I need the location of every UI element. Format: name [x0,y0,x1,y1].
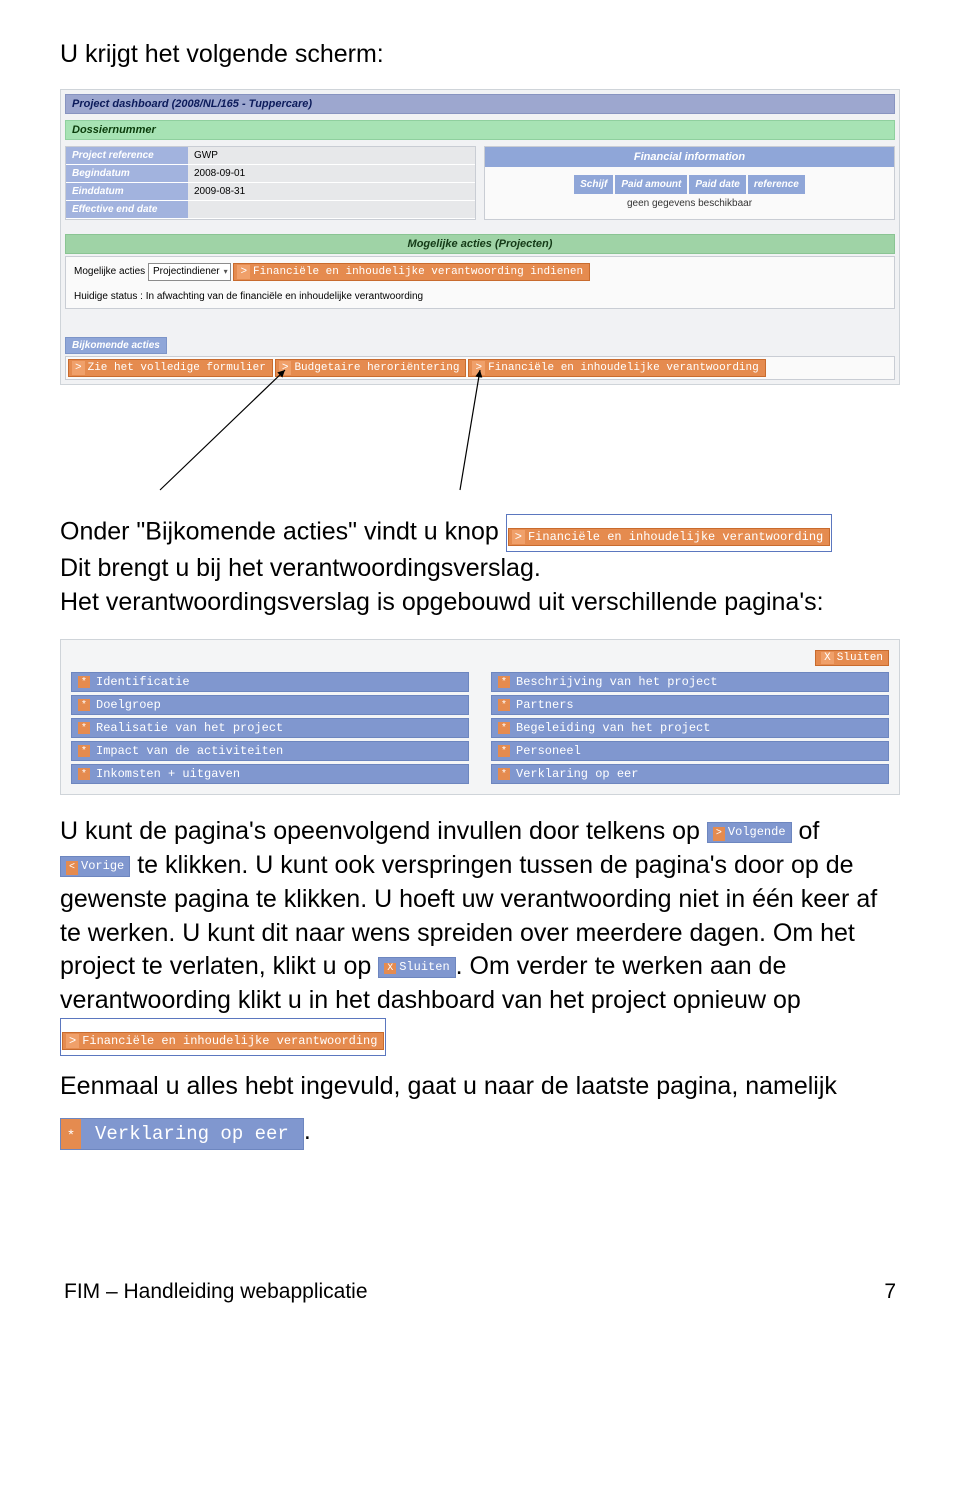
vorige-button[interactable]: <Vorige [60,856,130,877]
page-heading: U krijgt het volgende scherm: [60,40,900,69]
btn-label: Verklaring op eer [81,1119,303,1149]
btn-label: Volgende [728,825,786,839]
volgende-button[interactable]: >Volgende [707,822,792,843]
fin-col: Paid date [689,175,745,194]
fin-col: reference [748,175,805,194]
page-link[interactable]: * Begeleiding van het project [491,718,889,738]
text: Dit brengt u bij het verantwoordingsvers… [60,554,541,582]
submit-verantwoording-label: Financiële en inhoudelijke verantwoordin… [253,266,583,278]
star-icon: * [78,745,90,757]
page-link-label: Partners [516,698,574,712]
btn-label: Financiële en inhoudelijke verantwoordin… [528,530,823,544]
period: . [304,1117,311,1145]
pages-screenshot: XSluiten * Identificatie * Beschrijving va… [60,639,900,795]
kv-label: Project reference [66,147,188,165]
page-link-label: Identificatie [96,675,190,689]
status-text: Huidige status : In afwachting van de fi… [74,291,886,302]
star-icon: * [78,768,90,780]
star-icon: * [498,768,510,780]
page-link[interactable]: * Partners [491,695,889,715]
submit-verantwoording-button[interactable]: >Financiële en inhoudelijke verantwoordi… [233,263,590,281]
text: U kunt de pagina's opeenvolgend invullen… [60,817,707,845]
btn-label: Sluiten [399,960,449,974]
btn-label: Financiële en inhoudelijke verantwoordin… [82,1034,377,1048]
footer-page-number: 7 [884,1280,896,1304]
paragraph-1: Onder "Bijkomende acties" vindt u knop >… [60,514,900,619]
paragraph-2: U kunt de pagina's opeenvolgend invullen… [60,815,900,1055]
kv-label: Begindatum [66,165,188,183]
page-link-label: Begeleiding van het project [516,721,710,735]
star-icon: * [498,745,510,757]
dashboard-titlebar: Project dashboard (2008/NL/165 - Tupperc… [65,94,895,114]
text: of [798,817,819,845]
page-link[interactable]: * Inkomsten + uitgaven [71,764,469,784]
page-link-label: Personeel [516,744,581,758]
page-link-label: Doelgroep [96,698,161,712]
page-link[interactable]: * Personeel [491,741,889,761]
star-icon: * [498,699,510,711]
financial-title: Financial information [485,147,894,167]
page-link-label: Beschrijving van het project [516,675,718,689]
project-info-panel: Project referenceGWP Begindatum2008-09-0… [65,146,476,220]
inline-verantwoording-button[interactable]: >Financiële en inhoudelijke verantwoordi… [60,1018,386,1056]
kv-value: 2008-09-01 [188,165,475,183]
star-icon: * [61,1119,81,1149]
star-icon: * [78,676,90,688]
inline-verantwoording-button[interactable]: >Financiële en inhoudelijke verantwoordi… [506,514,832,552]
annotation-arrows [60,390,900,500]
star-icon: * [78,722,90,734]
text: Onder "Bijkomende acties" vindt u knop [60,517,499,545]
financial-panel: Financial information Schijf Paid amount… [484,146,895,220]
dossier-bar: Dossiernummer [65,120,895,140]
financial-empty: geen gegevens beschikbaar [485,194,894,213]
page-link[interactable]: * Impact van de activiteiten [71,741,469,761]
fin-col: Paid amount [615,175,687,194]
text: Het verantwoordingsverslag is opgebouwd … [60,588,824,616]
page-link-label: Impact van de activiteiten [96,744,283,758]
page-link[interactable]: * Realisatie van het project [71,718,469,738]
page-footer: FIM – Handleiding webapplicatie 7 [60,1280,900,1304]
page-link[interactable]: * Doelgroep [71,695,469,715]
kv-value [188,201,475,219]
verklaring-op-eer-button[interactable]: * Verklaring op eer [60,1118,304,1150]
page-link[interactable]: * Identificatie [71,672,469,692]
paragraph-3: Eenmaal u alles hebt ingevuld, gaat u na… [60,1070,900,1104]
page-link-label: Inkomsten + uitgaven [96,767,240,781]
actions-label: Mogelijke acties [74,266,145,277]
page-link-label: Realisatie van het project [96,721,283,735]
actions-block: Mogelijke acties Projectindiener >Financ… [65,256,895,309]
sluiten-inline-button[interactable]: XSluiten [378,957,455,978]
kv-label: Effective end date [66,201,188,219]
page-link-label: Verklaring op eer [516,767,638,781]
page-link[interactable]: * Beschrijving van het project [491,672,889,692]
btn-label: Vorige [81,859,124,873]
actions-select[interactable]: Projectindiener [148,263,231,281]
footer-left: FIM – Handleiding webapplicatie [64,1280,368,1304]
fin-col: Schijf [574,175,613,194]
kv-label: Einddatum [66,183,188,201]
star-icon: * [498,676,510,688]
dashboard-screenshot: Project dashboard (2008/NL/165 - Tupperc… [60,89,900,385]
actions-title: Mogelijke acties (Projecten) [65,234,895,254]
star-icon: * [78,699,90,711]
star-icon: * [498,722,510,734]
kv-value: 2009-08-31 [188,183,475,201]
page-link[interactable]: * Verklaring op eer [491,764,889,784]
sluiten-button[interactable]: XSluiten [815,650,889,666]
kv-value: GWP [188,147,475,165]
btn-label: Sluiten [837,652,883,664]
